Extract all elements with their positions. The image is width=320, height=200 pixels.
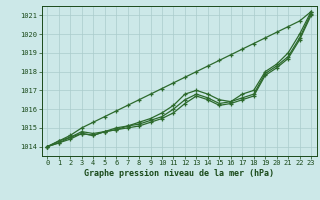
X-axis label: Graphe pression niveau de la mer (hPa): Graphe pression niveau de la mer (hPa) [84, 169, 274, 178]
